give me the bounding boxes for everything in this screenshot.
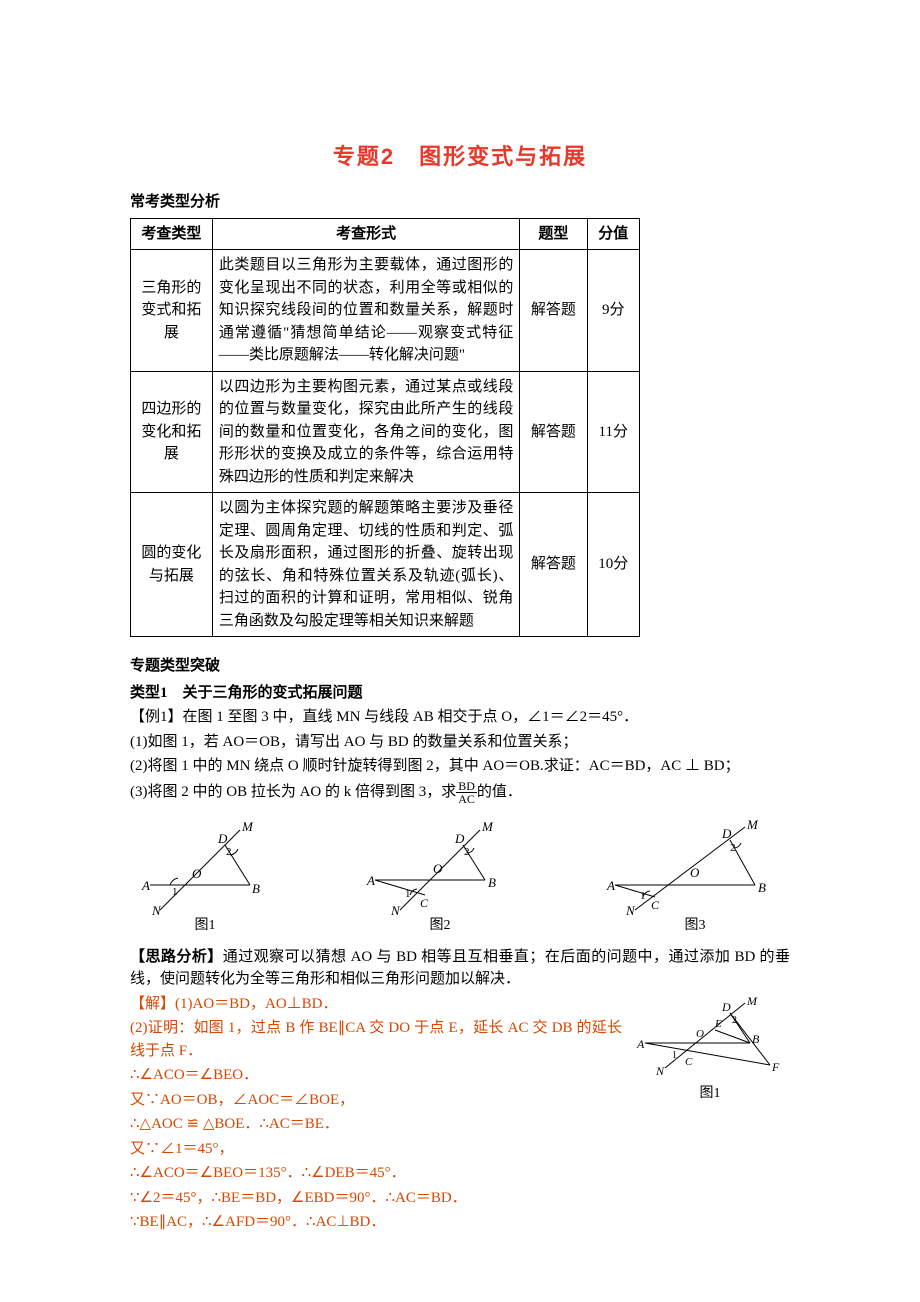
svg-text:2: 2	[732, 1015, 737, 1026]
td-qtype: 解答题	[520, 250, 587, 372]
svg-text:1: 1	[172, 886, 178, 898]
example-head: 【例1】在图 1 至图 3 中，直线 MN 与线段 AB 相交于点 O，∠1＝∠…	[130, 706, 790, 729]
frac-num: BD	[456, 780, 477, 793]
example-p3: (3)将图 2 中的 OB 拉长为 AO 的 k 倍得到图 3，求BDAC的值．	[130, 780, 790, 805]
svg-text:O: O	[433, 861, 443, 876]
figure-2: A B O D C 1 2 M N 图2	[355, 815, 525, 936]
svg-text:2: 2	[730, 842, 736, 854]
analysis-body: 通过观察可以猜想 AO 与 BD 相等且互相垂直；在后面的问题中，通过添加 BD…	[130, 949, 790, 988]
analysis-section-header: 常考类型分析	[130, 191, 790, 214]
solution-line: ∵∠2＝45°，∴BE＝BD，∠EBD＝90°．∴AC＝BD．	[130, 1187, 790, 1210]
svg-text:2: 2	[226, 846, 232, 858]
svg-text:N: N	[390, 903, 401, 915]
svg-text:B: B	[752, 1032, 760, 1046]
td-form: 此类题目以三角形为主要载体，通过图形的变化呈现出不同的状态，利用全等或相似的知识…	[212, 250, 520, 372]
svg-text:O: O	[192, 866, 202, 881]
td-qtype: 解答题	[520, 493, 587, 637]
svg-text:C: C	[685, 1056, 693, 1068]
td-score: 10分	[587, 493, 640, 637]
solution-head: 【解】	[130, 996, 175, 1012]
type1-header: 类型1 关于三角形的变式拓展问题	[130, 682, 790, 705]
p3-pre: (3)将图 2 中的 OB 拉长为 AO 的 k 倍得到图 3，求	[130, 783, 456, 799]
fig3-svg: A B O D C 1 2 M N	[600, 815, 790, 915]
td-qtype: 解答题	[520, 371, 587, 493]
td-type: 三角形的变式和拓展	[131, 250, 213, 372]
svg-text:O: O	[696, 1028, 704, 1040]
svg-text:A: A	[141, 878, 150, 893]
th-type: 考查类型	[131, 218, 213, 250]
solution-line: ∴∠ACO＝∠BEO＝135°．∴∠DEB＝45°．	[130, 1162, 790, 1185]
td-type: 四边形的变化和拓展	[131, 371, 213, 493]
svg-text:N: N	[151, 903, 162, 915]
svg-text:M: M	[241, 819, 254, 834]
svg-text:M: M	[746, 817, 759, 832]
table-row: 四边形的变化和拓展 以四边形为主要构图元素，通过某点或线段的位置与数量变化，探究…	[131, 371, 640, 493]
th-form: 考查形式	[212, 218, 520, 250]
breakthrough-header: 专题类型突破	[130, 655, 790, 678]
solution-line: ∵BE∥AC，∴∠AFD＝90°．∴AC⊥BD．	[130, 1211, 790, 1234]
proof-fig-label: 图1	[630, 1083, 790, 1104]
figures-row: A B O D 1 2 M N 图1 A B O D	[130, 815, 790, 936]
svg-text:A: A	[606, 878, 615, 893]
fig2-label: 图2	[355, 915, 525, 936]
fig1-label: 图1	[130, 915, 280, 936]
fig1-svg: A B O D 1 2 M N	[130, 815, 280, 915]
svg-text:D: D	[454, 831, 465, 846]
doc-title: 专题2 图形变式与拓展	[130, 140, 790, 173]
svg-text:N: N	[655, 1064, 665, 1078]
svg-text:N: N	[625, 903, 636, 915]
svg-text:1: 1	[640, 890, 646, 902]
sol-l0: (1)AO＝BD，AO⊥BD．	[175, 996, 338, 1012]
solution-line: ∴△AOC ≌ △BOE．∴AC＝BE．	[130, 1113, 790, 1136]
svg-text:M: M	[746, 994, 758, 1008]
svg-text:A: A	[366, 873, 375, 888]
table-row: 圆的变化与拓展 以圆为主体探究题的解题策略主要涉及垂径定理、圆周角定理、切线的性…	[131, 493, 640, 637]
svg-text:D: D	[217, 831, 228, 846]
example-p2: (2)将图 1 中的 MN 绕点 O 顺时针旋转得到图 2，其中 AO＝OB.求…	[130, 755, 790, 778]
solution-line: 又∵∠1＝45°，	[130, 1138, 790, 1161]
exam-type-table: 考查类型 考查形式 题型 分值 三角形的变式和拓展 此类题目以三角形为主要载体，…	[130, 218, 640, 638]
example-p1: (1)如图 1，若 AO＝OB，请写出 AO 与 BD 的数量关系和位置关系；	[130, 731, 790, 754]
frac-den: AC	[456, 793, 477, 805]
td-score: 11分	[587, 371, 640, 493]
svg-text:1: 1	[405, 888, 411, 900]
td-form: 以圆为主体探究题的解题策略主要涉及垂径定理、圆周角定理、切线的性质和判定、弧长及…	[212, 493, 520, 637]
svg-text:2: 2	[464, 846, 470, 858]
figure-3: A B O D C 1 2 M N 图3	[600, 815, 790, 936]
proof-figure: A B O D C E F M N 1 2 图1	[630, 993, 790, 1104]
p3-post: 的值．	[477, 783, 522, 799]
fig2-svg: A B O D C 1 2 M N	[355, 815, 525, 915]
svg-text:A: A	[636, 1037, 645, 1051]
th-qtype: 题型	[520, 218, 587, 250]
svg-text:E: E	[714, 1018, 722, 1030]
svg-text:F: F	[771, 1060, 780, 1074]
svg-text:O: O	[690, 865, 700, 880]
table-header-row: 考查类型 考查形式 题型 分值	[131, 218, 640, 250]
svg-text:B: B	[488, 875, 496, 890]
td-form: 以四边形为主要构图元素，通过某点或线段的位置与数量变化，探究由此所产生的线段间的…	[212, 371, 520, 493]
td-score: 9分	[587, 250, 640, 372]
td-type: 圆的变化与拓展	[131, 493, 213, 637]
fraction: BDAC	[456, 780, 477, 805]
th-score: 分值	[587, 218, 640, 250]
fig3-label: 图3	[600, 915, 790, 936]
svg-text:D: D	[721, 826, 732, 841]
analysis-head: 【思路分析】	[130, 949, 223, 965]
figure-1: A B O D 1 2 M N 图1	[130, 815, 280, 936]
svg-text:C: C	[651, 898, 660, 912]
svg-text:D: D	[721, 1000, 731, 1014]
svg-text:M: M	[481, 819, 494, 834]
svg-text:B: B	[252, 881, 260, 896]
svg-text:B: B	[758, 880, 766, 895]
proof-svg: A B O D C E F M N 1 2	[630, 993, 790, 1083]
table-row: 三角形的变式和拓展 此类题目以三角形为主要载体，通过图形的变化呈现出不同的状态，…	[131, 250, 640, 372]
svg-text:1: 1	[672, 1050, 677, 1061]
svg-text:C: C	[420, 896, 429, 910]
analysis: 【思路分析】通过观察可以猜想 AO 与 BD 相等且互相垂直；在后面的问题中，通…	[130, 946, 790, 991]
